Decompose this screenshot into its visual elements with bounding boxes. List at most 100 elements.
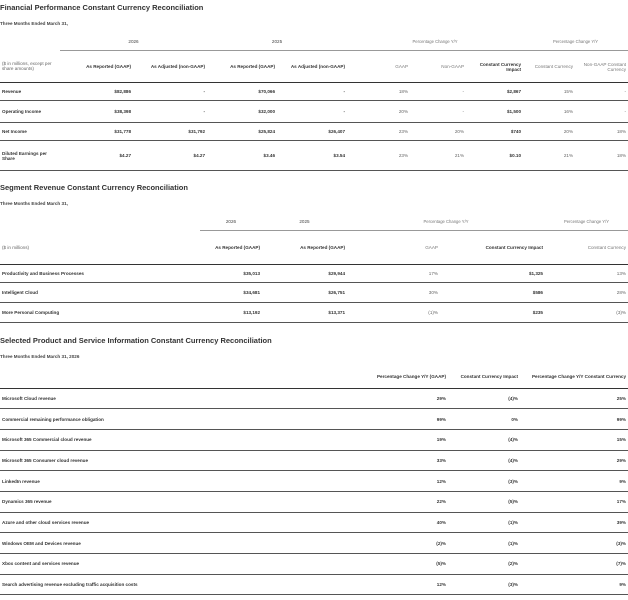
section-title: Selected Product and Service Information… bbox=[0, 336, 272, 345]
section-subtitle: Three Months Ended March 31, bbox=[0, 21, 68, 26]
section: Financial Performance Constant Currency … bbox=[0, 0, 628, 171]
table-row: Operating Income $38,398- $32,000-20% - $1,5… bbox=[0, 100, 628, 123]
cell: 22% bbox=[350, 491, 448, 513]
column-header: As Reported (GAAP) bbox=[262, 230, 347, 265]
column-header: GAAP bbox=[347, 230, 440, 265]
cell: (1)% bbox=[347, 302, 440, 323]
cell: $1,325 bbox=[440, 264, 545, 283]
cell: $1,500 bbox=[466, 100, 524, 123]
section-title: Segment Revenue Constant Currency Reconc… bbox=[0, 183, 188, 192]
cell: (3)% bbox=[520, 532, 628, 554]
cell: 23% bbox=[347, 122, 411, 141]
cell: 30% bbox=[347, 282, 440, 303]
table-row: Dynamics 365 revenue 22% (5)% 17% bbox=[0, 491, 628, 513]
table-row: Net Income $31,778 $31,792 $25,824 $26,407 23… bbox=[0, 122, 628, 141]
cell: - bbox=[410, 82, 467, 101]
cell: 99% bbox=[350, 408, 448, 430]
table-row: Commercial remaining performance obligat… bbox=[0, 408, 628, 430]
table: 2026 2025 Percentage Change Y/Y Percentage … bbox=[0, 32, 628, 171]
table-head: Percentage Change Y/Y (GAAP) Constant Cur… bbox=[0, 365, 628, 389]
cell: 15% bbox=[523, 82, 576, 101]
cell: $32,000 bbox=[207, 100, 278, 123]
table-row: Productivity and Business Processes $35,0… bbox=[0, 264, 628, 283]
cell: 23% bbox=[347, 140, 411, 171]
cell: (2)% bbox=[448, 553, 520, 575]
column-header: GAAP bbox=[347, 50, 411, 83]
section: Segment Revenue Constant Currency Reconc… bbox=[0, 180, 628, 323]
cell: $586 bbox=[440, 282, 545, 303]
column-header: Constant Currency Impact bbox=[440, 230, 545, 265]
column-header: As Adjusted (non-GAAP) bbox=[277, 50, 348, 83]
column-header: Constant Currency Impact bbox=[466, 50, 524, 83]
cell: (4)% bbox=[448, 429, 520, 451]
row-label: Microsoft 365 Commercial cloud revenue bbox=[0, 429, 350, 451]
cell: $2,867 bbox=[466, 82, 524, 101]
cell: (5)% bbox=[350, 553, 448, 575]
cell: 9% bbox=[520, 470, 628, 492]
cell: $235 bbox=[440, 302, 545, 323]
column-header: ($ in millions, except per share amounts… bbox=[0, 50, 60, 83]
cell: 25% bbox=[520, 388, 628, 410]
cell: $4.27 bbox=[60, 140, 133, 171]
row-label: Productivity and Business Processes bbox=[0, 264, 200, 283]
cell: 17% bbox=[347, 264, 440, 283]
cell: 13% bbox=[545, 264, 628, 283]
cell: $26,751 bbox=[262, 282, 347, 303]
cell: 29% bbox=[350, 388, 448, 410]
cell: 39% bbox=[520, 512, 628, 534]
cell: 18% bbox=[575, 140, 628, 171]
header-group: 2026 bbox=[60, 32, 208, 51]
cell: $29,944 bbox=[262, 264, 347, 283]
cell: 12% bbox=[350, 470, 448, 492]
row-label: Revenue bbox=[0, 82, 60, 101]
cell: (3)% bbox=[448, 574, 520, 596]
table: 2026 2025 Percentage Change Y/Y Percentage … bbox=[0, 212, 628, 323]
cell: $70,066 bbox=[207, 82, 278, 101]
header-group: 2026 bbox=[200, 212, 262, 231]
cell: $35,013 bbox=[200, 264, 262, 283]
cell: - bbox=[575, 82, 628, 101]
table-row: Revenue $82,886- $70,066-18% - $2,867 15% - bbox=[0, 82, 628, 101]
header-group-row: 2026 2025 Percentage Change Y/Y Percentage … bbox=[0, 32, 628, 51]
table-row: Search advertising revenue excluding tra… bbox=[0, 574, 628, 596]
cell: $26,407 bbox=[277, 122, 348, 141]
cell: $38,398 bbox=[60, 100, 133, 123]
table-row: Diluted Earnings per Share $4.27 $4.27 $3.4… bbox=[0, 140, 628, 171]
header-group: Percentage Change Y/Y bbox=[523, 32, 628, 51]
header-group-row: 2026 2025 Percentage Change Y/Y Percentage … bbox=[0, 212, 628, 231]
cell: (3)% bbox=[448, 470, 520, 492]
cell: (3)% bbox=[545, 302, 628, 323]
column-header: Constant Currency Impact bbox=[448, 365, 520, 389]
table-body: Revenue $82,886- $70,066-18% - $2,867 15% - Ope… bbox=[0, 82, 628, 171]
cell: 15% bbox=[520, 429, 628, 451]
table-row: Azure and other cloud services revenue 40… bbox=[0, 512, 628, 534]
cell: 17% bbox=[520, 491, 628, 513]
table: Percentage Change Y/Y (GAAP) Constant Cur… bbox=[0, 365, 628, 596]
cell: 18% bbox=[347, 82, 411, 101]
blank-cell bbox=[0, 32, 60, 51]
header-row: Percentage Change Y/Y (GAAP) Constant Cur… bbox=[0, 365, 628, 389]
cell: $740 bbox=[466, 122, 524, 141]
column-header: ($ in millions) bbox=[0, 230, 200, 265]
cell: $3.46 bbox=[207, 140, 278, 171]
column-header bbox=[0, 365, 350, 389]
cell: 29% bbox=[520, 450, 628, 472]
header-group: 2025 bbox=[262, 212, 347, 231]
cell: $25,824 bbox=[207, 122, 278, 141]
section-subtitle: Three Months Ended March 31, bbox=[0, 201, 68, 206]
section-subtitle: Three Months Ended March 31, 2026 bbox=[0, 354, 80, 359]
table-row: Microsoft 365 Consumer cloud revenue 33%(… bbox=[0, 450, 628, 472]
cell: 20% bbox=[523, 122, 576, 141]
cell: $31,792 bbox=[133, 122, 208, 141]
table-row: Intelligent Cloud $34,681 $26,751 30% $586 28… bbox=[0, 282, 628, 303]
cell: 28% bbox=[545, 282, 628, 303]
row-label: Operating Income bbox=[0, 100, 60, 123]
cell: - bbox=[410, 100, 467, 123]
table-head: 2026 2025 Percentage Change Y/Y Percentage … bbox=[0, 212, 628, 265]
cell: 33% bbox=[350, 450, 448, 472]
row-label: Intelligent Cloud bbox=[0, 282, 200, 303]
cell: (2)% bbox=[350, 532, 448, 554]
header-row: ($ in millions) As Reported (GAAP) As Repo… bbox=[0, 230, 628, 265]
